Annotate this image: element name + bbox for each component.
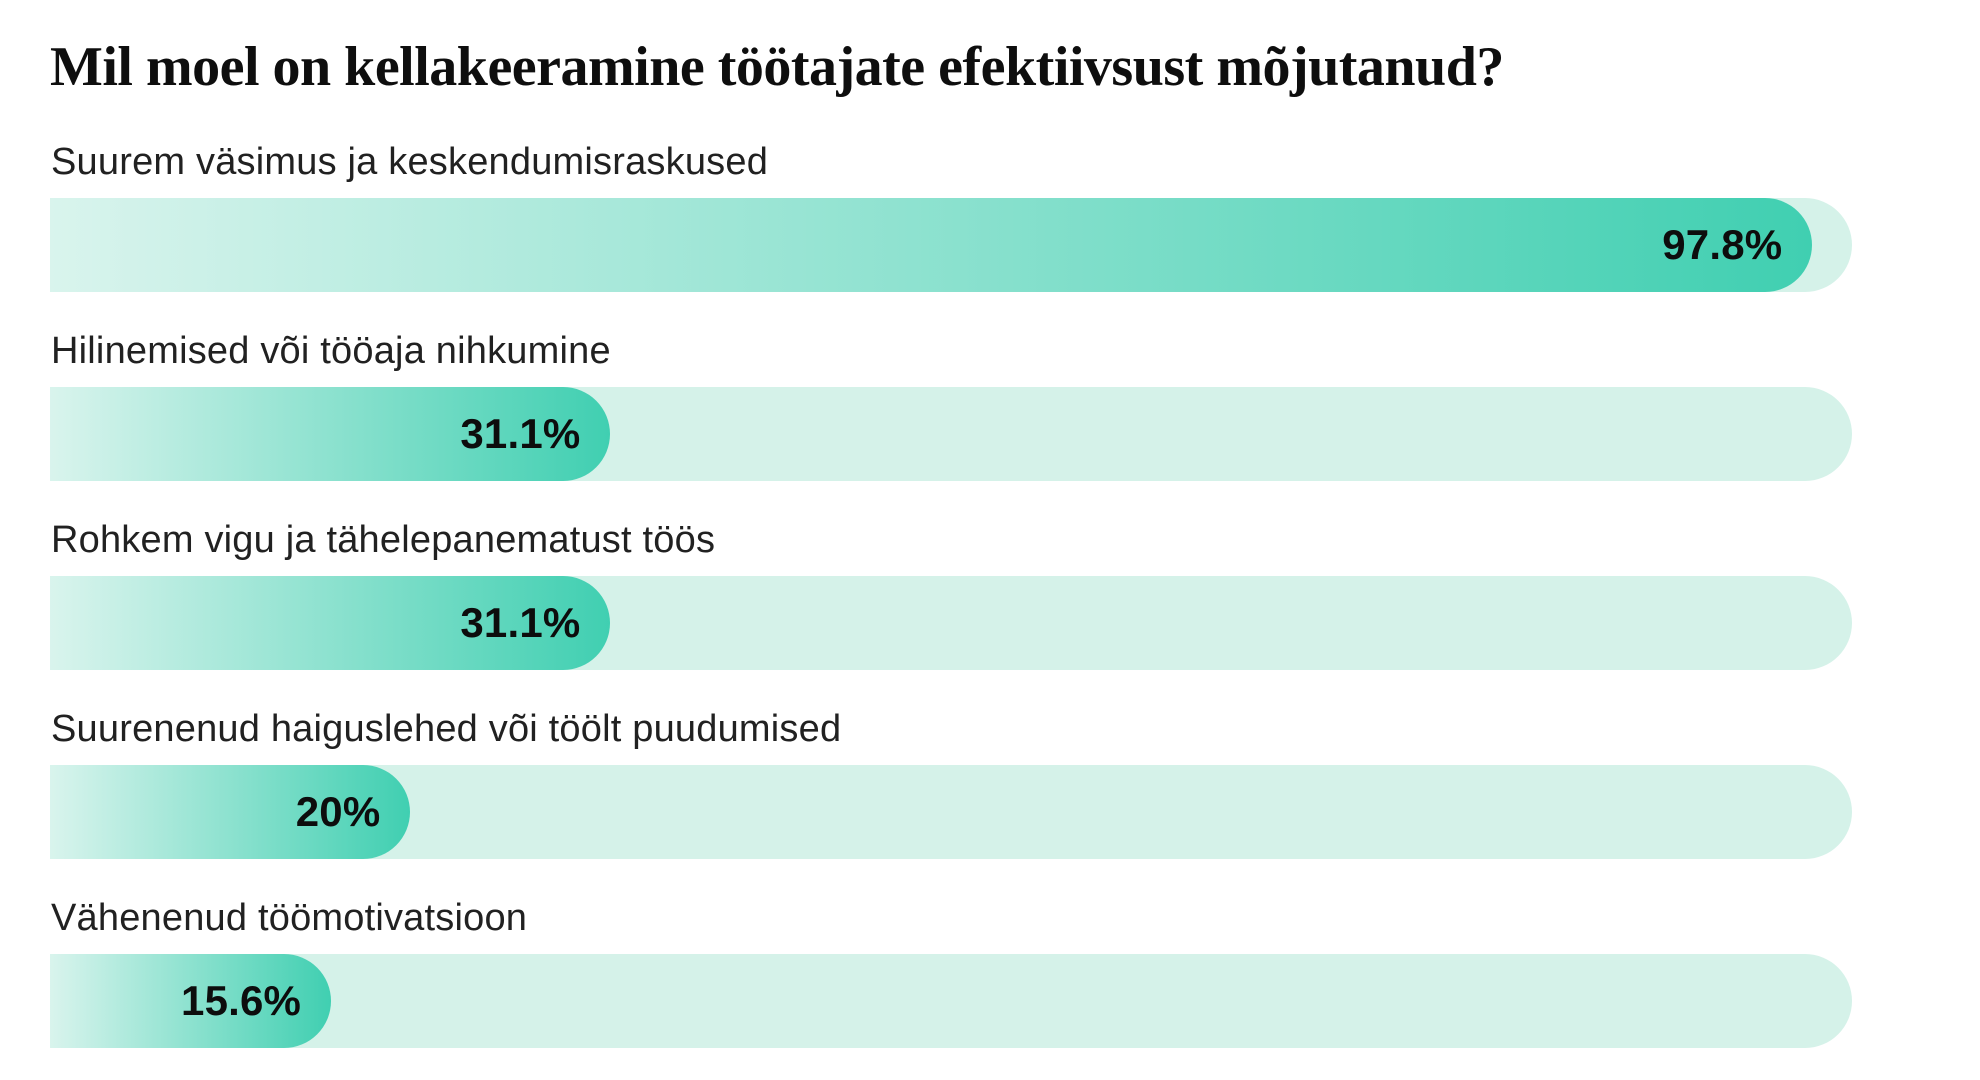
bar-track: 20% — [50, 764, 1852, 859]
bar-track: 15.6% — [50, 953, 1852, 1048]
bar-row: Suurem väsimus ja keskendumisraskused 97… — [50, 139, 1852, 292]
bar-category-label: Vähenenud töömotivatsioon — [51, 896, 528, 939]
bar-category-label: Suurem väsimus ja keskendumisraskused — [51, 140, 769, 183]
bar-fill: 20% — [50, 764, 411, 859]
bar-fill: 15.6% — [50, 953, 332, 1048]
bar-rows: Suurem väsimus ja keskendumisraskused 97… — [50, 139, 1852, 1048]
bar-fill: 97.8% — [50, 197, 1813, 292]
bar-track: 31.1% — [50, 575, 1852, 670]
bar-value-label: 20% — [295, 787, 381, 835]
bar-value-label: 15.6% — [181, 976, 302, 1024]
bar-value-label: 31.1% — [460, 598, 581, 646]
bar-row: Hilinemised või tööaja nihkumine 31.1% — [50, 328, 1852, 481]
bar-value-label: 97.8% — [1662, 220, 1783, 268]
bar-category-label: Hilinemised või tööaja nihkumine — [51, 329, 611, 372]
bar-track: 97.8% — [50, 197, 1852, 292]
bar-fill: 31.1% — [50, 386, 611, 481]
bar-category-label: Rohkem vigu ja tähelepanematust töös — [51, 518, 716, 561]
bar-track: 31.1% — [50, 386, 1852, 481]
bar-row: Rohkem vigu ja tähelepanematust töös 31.… — [50, 517, 1852, 670]
bar-category-label: Suurenenud haiguslehed või töölt puudumi… — [51, 707, 842, 750]
bar-fill: 31.1% — [50, 575, 611, 670]
bar-row: Suurenenud haiguslehed või töölt puudumi… — [50, 706, 1852, 859]
chart-title: Mil moel on kellakeeramine töötajate efe… — [50, 36, 1504, 98]
bar-value-label: 31.1% — [460, 409, 581, 457]
bar-row: Vähenenud töömotivatsioon 15.6% — [50, 895, 1852, 1048]
